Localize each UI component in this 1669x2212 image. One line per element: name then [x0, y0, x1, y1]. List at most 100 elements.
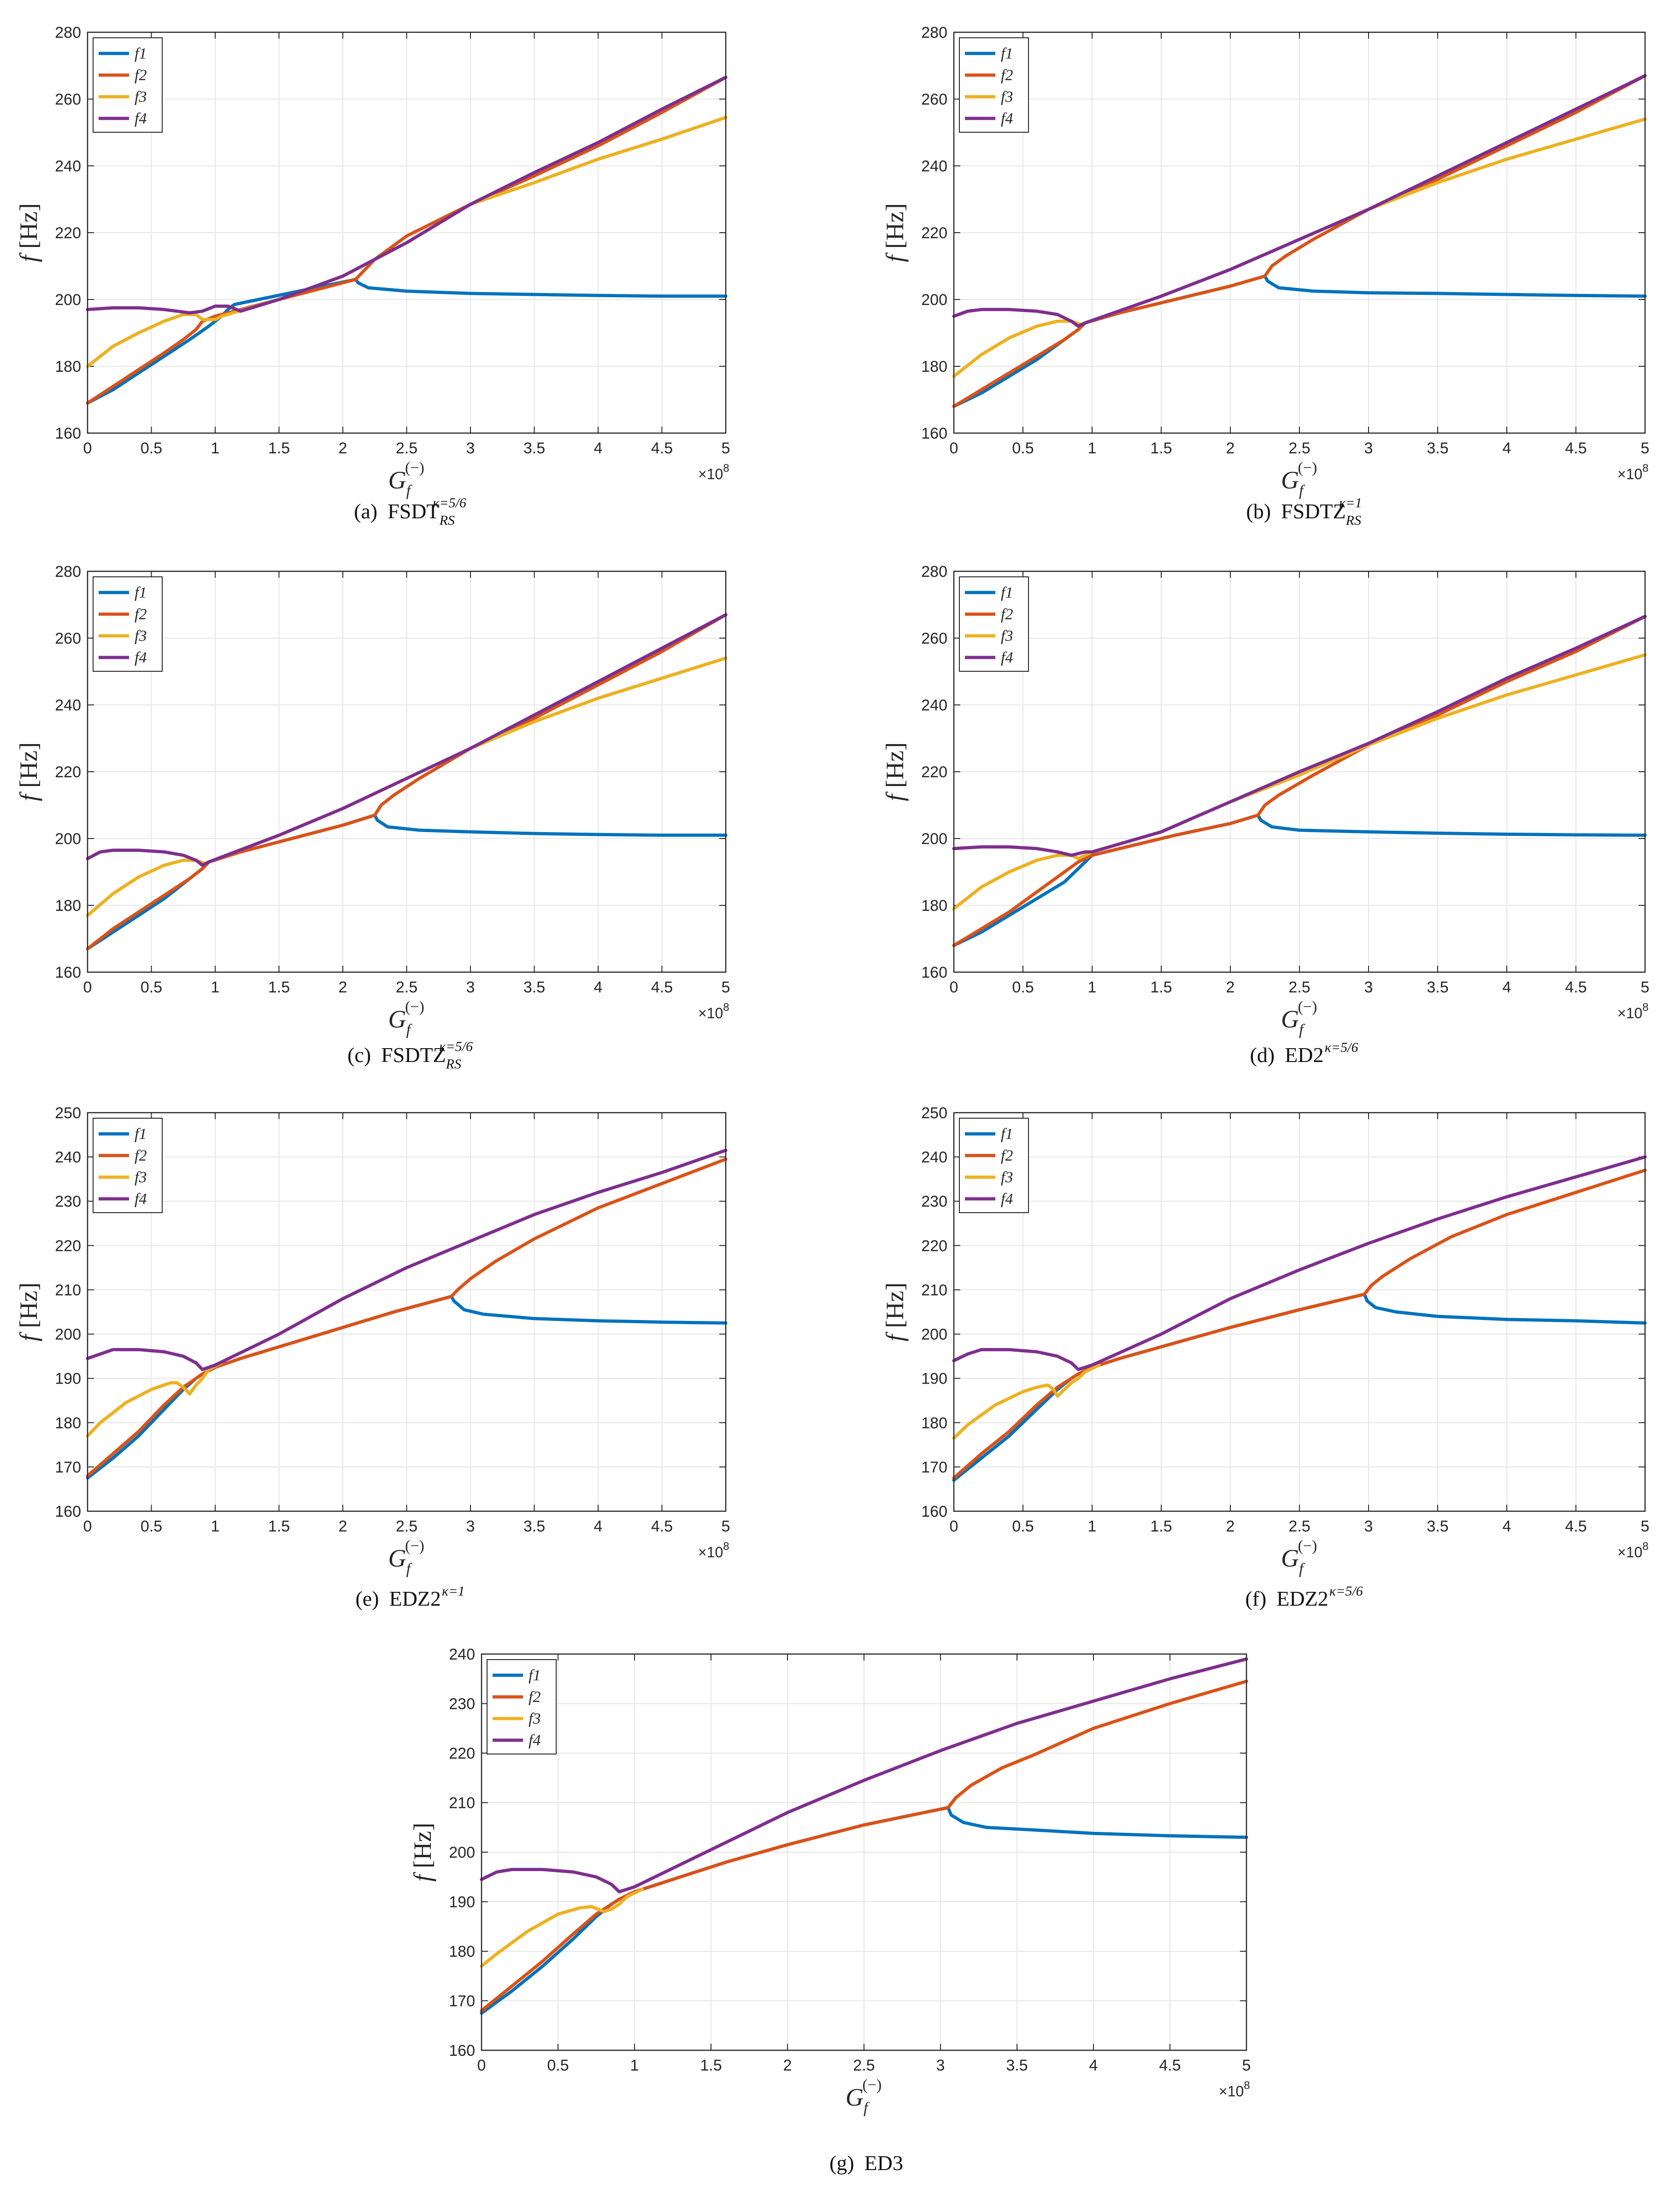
y-tick-label: 180 [921, 1414, 947, 1432]
panel-caption: (e) EDZ2κ=1 [355, 1584, 464, 1610]
x-axis-label-sup: (−) [1298, 1537, 1317, 1555]
y-tick-label: 260 [921, 91, 947, 108]
y-tick-label: 170 [921, 1459, 947, 1476]
legend-label-f4: f4 [135, 649, 147, 666]
legend-label-f2: f2 [1001, 1147, 1013, 1164]
y-tick-label: 220 [55, 763, 81, 781]
x-axis-multiplier-exp: 8 [1642, 1001, 1648, 1014]
y-tick-label: 230 [449, 1696, 475, 1713]
legend-label-f4: f4 [1001, 1191, 1013, 1208]
legend-label-f2: f2 [1001, 606, 1013, 623]
y-tick-label: 160 [921, 964, 947, 981]
x-tick-label: 3 [1364, 979, 1373, 996]
x-tick-label: 1 [1088, 440, 1097, 457]
x-tick-label: 0.5 [141, 440, 162, 457]
legend: f1 f2 f3 f4 [487, 1659, 557, 1754]
x-axis-label-var: G [846, 2083, 864, 2111]
x-axis-label-sup: (−) [862, 2077, 882, 2094]
x-axis-label-sub: f [1299, 482, 1305, 499]
x-axis-label-var: G [388, 1544, 406, 1572]
x-axis-label-sup: (−) [1298, 459, 1317, 476]
legend-label-f3: f3 [1001, 1169, 1013, 1186]
series-line-f3 [480, 1888, 644, 1968]
y-tick-label: 250 [921, 1104, 947, 1122]
x-tick-label: 5 [722, 979, 730, 996]
x-tick-label: 2 [1226, 1518, 1235, 1535]
y-axis-label-unit: [Hz] [15, 742, 42, 788]
legend-label-f1: f1 [1001, 1126, 1013, 1143]
legend-label-f1: f1 [1001, 584, 1013, 601]
caption-label: (g) [829, 2151, 854, 2175]
y-axis-label-var: f [881, 252, 909, 262]
x-tick-label: 4.5 [1565, 979, 1587, 996]
y-tick-label: 280 [921, 24, 947, 41]
x-tick-label: 4.5 [1159, 2057, 1181, 2074]
x-axis-multiplier: ×108 [1617, 1001, 1649, 1021]
x-tick-label: 0.5 [1012, 979, 1034, 996]
y-tick-label: 260 [55, 630, 81, 647]
legend-label-f3: f3 [135, 88, 147, 106]
caption-label: (b) [1246, 499, 1271, 523]
x-tick-label: 1.5 [1150, 1518, 1172, 1535]
x-tick-label: 2 [339, 440, 347, 457]
caption-label: (d) [1250, 1043, 1275, 1067]
x-tick-label: 1 [1088, 979, 1097, 996]
y-axis-label-unit: [Hz] [15, 203, 42, 249]
y-axis-label-var: f [15, 1331, 42, 1341]
legend-label-f1: f1 [1001, 45, 1013, 62]
panel-caption: (b) FSDTZRS κ=1 [1246, 495, 1362, 528]
y-axis-label-var: f [881, 1331, 909, 1341]
x-tick-label: 2.5 [396, 440, 417, 457]
x-tick-label: 4 [594, 440, 603, 457]
y-tick-label: 190 [449, 1894, 475, 1911]
y-tick-label: 210 [449, 1795, 475, 1812]
y-tick-label: 200 [921, 1326, 947, 1344]
legend: f1 f2 f3 f4 [93, 1118, 163, 1213]
legend: f1 f2 f3 f4 [959, 1118, 1029, 1213]
y-tick-label: 280 [55, 24, 81, 41]
y-tick-label: 160 [921, 425, 947, 442]
panel-caption: (d) ED2κ=5/6 [1250, 1040, 1358, 1067]
legend: f1 f2 f3 f4 [93, 37, 163, 133]
y-tick-label: 260 [55, 91, 81, 108]
legend-label-f2: f2 [135, 606, 147, 623]
x-axis-multiplier-base: ×10 [698, 1544, 723, 1561]
chart-panel-e: 0 0.5 1 1.5 2 2.5 3 3.5 4 4.5 5 160 170 180 190 200 210 2… [15, 1104, 730, 1610]
legend-label-f1: f1 [135, 584, 147, 601]
x-tick-label: 2.5 [1288, 979, 1310, 996]
x-axis-multiplier: ×108 [1219, 2079, 1250, 2100]
x-tick-label: 5 [722, 1518, 730, 1535]
x-tick-label: 5 [1641, 440, 1650, 457]
x-tick-label: 4 [1503, 440, 1511, 457]
x-axis-multiplier: ×108 [1617, 462, 1649, 482]
x-tick-label: 3.5 [1427, 1518, 1448, 1535]
y-axis-label-unit: [Hz] [881, 742, 909, 788]
y-tick-label: 240 [55, 158, 81, 175]
y-tick-label: 260 [921, 630, 947, 647]
y-axis-label-var: f [409, 1872, 436, 1882]
y-tick-label: 160 [55, 1503, 81, 1520]
x-tick-label: 0 [83, 979, 92, 996]
x-axis-label-var: G [1281, 1544, 1299, 1572]
series-line-f2 [952, 74, 1647, 408]
x-tick-label: 0 [950, 1518, 958, 1535]
chart-panel-a: 0 0.5 1 1.5 2 2.5 3 3.5 4 4.5 5 160 180 200 220 240 260 2… [15, 24, 730, 528]
x-axis-label-var: G [388, 466, 406, 494]
chart-panel-f: 0 0.5 1 1.5 2 2.5 3 3.5 4 4.5 5 160 170 180 190 200 210 2… [881, 1104, 1649, 1610]
caption-label: (a) [354, 499, 377, 523]
x-axis-label-var: G [388, 1005, 406, 1033]
legend-label-f2: f2 [529, 1689, 541, 1706]
y-tick-label: 200 [921, 291, 947, 309]
x-axis-label-sup: (−) [405, 998, 424, 1015]
series-line-f3 [86, 1361, 223, 1438]
panel-caption: (g) ED3 [829, 2151, 903, 2175]
y-axis-label-var: f [881, 791, 909, 801]
x-tick-label: 5 [1641, 979, 1650, 996]
series-line-f4 [952, 615, 1647, 857]
x-tick-label: 2.5 [396, 979, 417, 996]
chart-panel-c: 0 0.5 1 1.5 2 2.5 3 3.5 4 4.5 5 160 180 200 220 240 260 2… [15, 563, 730, 1072]
x-tick-label: 2.5 [1288, 1518, 1310, 1535]
series-line-f4 [952, 1155, 1647, 1371]
x-tick-label: 4.5 [651, 440, 673, 457]
caption-sup: κ=5/6 [433, 495, 466, 510]
